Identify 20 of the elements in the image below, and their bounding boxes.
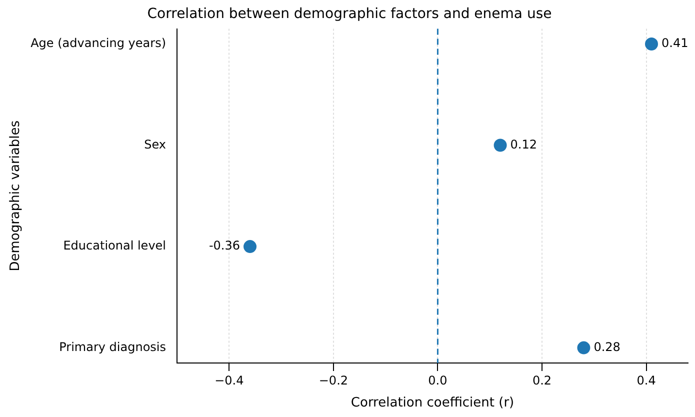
point [577,341,590,354]
x-axis-title: Correlation coefficient (r) [350,396,514,411]
y-tick-label: Sex [144,137,166,152]
point [494,138,507,152]
x-tick-label: 0.4 [636,373,656,388]
y-tick-label: Age (advancing years) [30,36,166,50]
point [645,37,658,50]
data-label: -0.36 [208,238,240,253]
data-label: 0.41 [662,36,688,50]
point [244,240,257,254]
chart-title: Correlation between demographic factors and enema use [147,6,552,22]
data-label: 0.12 [510,137,538,152]
x-tick-label: −0.4 [214,373,244,388]
x-tick-label: −0.2 [318,373,348,388]
data-label: 0.28 [594,340,620,354]
y-axis-title: Demographic variables [8,120,24,272]
y-tick-label: Educational level [63,238,166,253]
x-tick-label: 0.2 [532,373,552,388]
x-tick-label: 0.0 [428,373,448,388]
y-tick-label: Primary diagnosis [59,340,166,354]
